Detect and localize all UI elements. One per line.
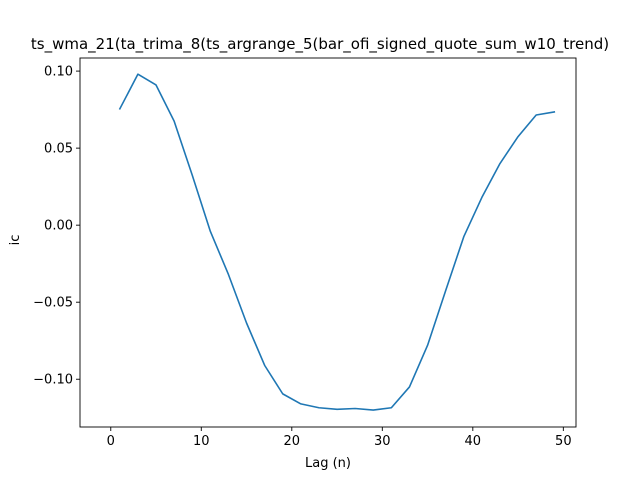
axes-frame (79, 57, 577, 428)
x-tick-label-50: 50 (555, 434, 572, 449)
y-axis-label: ic (8, 235, 23, 246)
plot-area: 0 10 20 30 40 50 −0.10 −0.05 0.00 0.05 0.10 (33, 57, 577, 449)
x-tick-label-20: 20 (284, 434, 301, 449)
y-tick-label-4: 0.10 (44, 65, 73, 80)
y-tick-label-3: 0.05 (44, 142, 73, 157)
y-tick-label-0: −0.10 (33, 373, 73, 388)
y-tick-label-1: −0.05 (33, 296, 73, 311)
x-axis-label: Lag (n) (305, 456, 351, 471)
x-tick-label-0: 0 (107, 434, 115, 449)
series-line-0 (118, 73, 556, 411)
x-tick-label-40: 40 (465, 434, 482, 449)
x-tick-label-30: 30 (374, 434, 391, 449)
x-tick-label-10: 10 (193, 434, 210, 449)
chart-title: ts_wma_21(ta_trima_8(ts_argrange_5(bar_o… (31, 35, 609, 54)
y-tick-label-2: 0.00 (44, 219, 73, 234)
